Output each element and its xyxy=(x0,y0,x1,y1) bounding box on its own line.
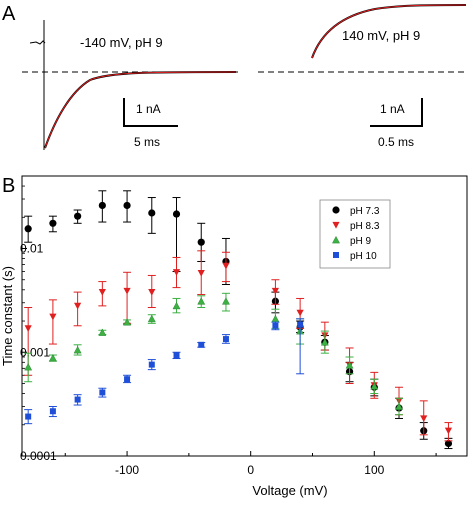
data-point xyxy=(24,363,33,371)
data-point xyxy=(148,209,156,217)
left-scale-current-label: 1 nA xyxy=(136,102,161,116)
right-scale-current-label: 1 nA xyxy=(380,102,405,116)
data-point xyxy=(172,269,181,276)
data-point xyxy=(173,352,180,359)
data-point xyxy=(197,269,205,277)
y-tick-label: 0.001 xyxy=(20,345,50,359)
data-point xyxy=(98,289,106,296)
x-axis-title: Voltage (mV) xyxy=(252,483,327,498)
plot-area: -100 0 100 0.0001 0.001 0.01 xyxy=(20,175,468,477)
data-point xyxy=(24,225,32,233)
data-point xyxy=(197,297,206,305)
y-axis: 0.0001 0.001 0.01 xyxy=(20,175,57,463)
legend-label: pH 7.3 xyxy=(350,206,380,217)
data-point xyxy=(74,302,82,310)
data-point xyxy=(296,309,304,317)
left-current-trace xyxy=(29,20,237,150)
series-ph-8.3 xyxy=(24,250,453,442)
data-point xyxy=(147,314,156,323)
data-point xyxy=(48,353,57,362)
data-point xyxy=(49,408,56,415)
data-point xyxy=(148,361,155,368)
legend-box xyxy=(319,199,391,269)
data-point xyxy=(98,201,106,210)
data-point xyxy=(172,301,181,310)
data-point xyxy=(297,321,304,328)
right-scale-bar xyxy=(370,98,423,127)
data-point xyxy=(123,287,131,295)
data-point xyxy=(74,396,81,403)
data-point xyxy=(172,210,181,218)
data-point xyxy=(198,341,205,348)
legend-label: pH 8.3 xyxy=(350,221,380,232)
x-tick-label: 0 xyxy=(247,463,254,477)
data-point xyxy=(271,287,280,295)
data-point xyxy=(197,238,205,246)
data-point xyxy=(272,322,279,329)
data-point xyxy=(24,325,32,332)
data-point xyxy=(124,376,131,383)
legend: pH 7.3 pH 8.3 pH 9 pH 10 xyxy=(319,199,391,269)
data-point xyxy=(73,346,82,354)
panel-b-letter: B xyxy=(2,175,15,197)
y-tick-label: 0.01 xyxy=(20,242,44,256)
y-tick-label: 0.0001 xyxy=(20,449,57,463)
left-scale-time-label: 5 ms xyxy=(134,135,160,149)
right-scale-time-label: 0.5 ms xyxy=(378,135,414,149)
data-point xyxy=(123,201,131,210)
data-point xyxy=(99,389,106,396)
series-ph-9 xyxy=(24,292,404,416)
data-point xyxy=(98,328,107,336)
legend-marker xyxy=(333,252,339,258)
data-point xyxy=(420,415,428,423)
x-axis: -100 0 100 xyxy=(64,451,437,477)
legend-marker xyxy=(332,235,340,244)
x-tick-label: -100 xyxy=(115,463,139,477)
data-point xyxy=(49,313,57,321)
data-point xyxy=(222,297,230,305)
data-point xyxy=(222,336,229,343)
data-point xyxy=(148,289,156,296)
series-ph-10 xyxy=(24,318,305,425)
data-point xyxy=(320,338,329,346)
x-tick-label: 100 xyxy=(364,463,384,477)
data-point xyxy=(222,262,230,270)
legend-label: pH 10 xyxy=(350,251,377,262)
panel-a: A -140 mV, pH 9 140 mV, pH 9 1 nA 5 ms 1… xyxy=(2,3,468,150)
data-point xyxy=(345,361,354,369)
data-point xyxy=(74,212,82,220)
right-trace-label: 140 mV, pH 9 xyxy=(342,28,420,43)
data-point xyxy=(123,318,132,326)
data-series xyxy=(24,190,453,450)
data-point xyxy=(49,219,57,227)
data-point xyxy=(271,314,280,323)
left-trace-label: -140 mV, pH 9 xyxy=(80,35,163,50)
left-scale-bar xyxy=(123,98,178,127)
data-point xyxy=(444,427,453,435)
legend-label: pH 9 xyxy=(350,236,372,247)
data-point xyxy=(395,402,403,410)
legend-marker xyxy=(332,206,340,214)
right-current-trace xyxy=(311,4,467,59)
data-point xyxy=(370,382,379,390)
plot-frame xyxy=(21,175,468,457)
data-point xyxy=(25,413,32,420)
y-axis-title: Time constant (s) xyxy=(0,266,15,366)
panel-a-letter: A xyxy=(2,3,16,25)
data-point xyxy=(444,439,453,448)
legend-marker xyxy=(332,221,340,229)
